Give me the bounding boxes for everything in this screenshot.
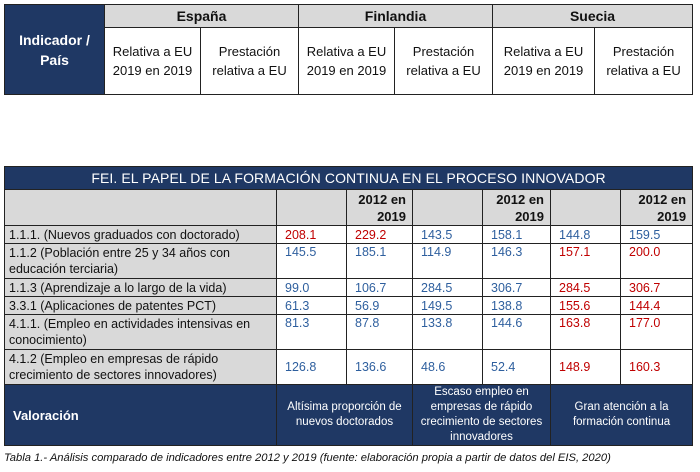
subheader-relativa-sweden: Relativa a EU 2019 en 2019: [492, 27, 596, 95]
table-caption: Tabla 1.- Análisis comparado de indicado…: [4, 452, 611, 464]
country-spain-header: España: [104, 4, 299, 28]
value-cell: 160.3: [619, 349, 694, 385]
row-label: 3.3.1 (Aplicaciones de patentes PCT): [4, 296, 277, 315]
value-cell: 200.0: [619, 243, 694, 279]
year-header-sweden: 2012 en 2019: [619, 189, 694, 226]
value-cell: 144.6: [482, 314, 551, 350]
value-cell: 133.8: [412, 314, 483, 350]
value-cell: 48.6: [412, 349, 483, 385]
value-cell: 87.8: [346, 314, 413, 350]
table-row: 4.1.1. (Empleo en actividades intensivas…: [4, 314, 694, 350]
value-cell: 114.9: [412, 243, 483, 279]
value-cell: 146.3: [482, 243, 551, 279]
subheader-prestacion-finland: Prestación relativa a EU: [393, 27, 494, 95]
value-cell: 155.6: [550, 296, 621, 315]
value-cell: 61.3: [276, 296, 347, 315]
value-cell: 159.5: [619, 225, 694, 244]
value-cell: 163.8: [550, 314, 621, 350]
valoracion-finland: Escaso empleo en empresas de rápido crec…: [412, 384, 551, 446]
year-header-finland: 2012 en 2019: [482, 189, 551, 226]
value-cell: 148.9: [550, 349, 621, 385]
value-cell: 208.1: [276, 225, 347, 244]
subheader-prestacion-sweden: Prestación relativa a EU: [594, 27, 694, 95]
value-cell: 145.5: [276, 243, 347, 279]
row-label: 4.1.2 (Empleo en empresas de rápido crec…: [4, 349, 277, 385]
value-cell: 149.5: [412, 296, 483, 315]
value-cell: 177.0: [619, 314, 694, 350]
value-cell: 99.0: [276, 278, 347, 297]
value-cell: 56.9: [346, 296, 413, 315]
year-header-empty: [550, 189, 621, 226]
value-cell: 81.3: [276, 314, 347, 350]
subheader-relativa-spain: Relativa a EU 2019 en 2019: [104, 27, 201, 95]
row-label: 1.1.3 (Aprendizaje a lo largo de la vida…: [4, 278, 277, 297]
value-cell: 138.8: [482, 296, 551, 315]
table-row: 1.1.1. (Nuevos graduados con doctorado) …: [4, 225, 694, 244]
value-cell: 144.8: [550, 225, 621, 244]
valoracion-row: Valoración Altísima proporción de nuevos…: [4, 384, 694, 446]
valoracion-sweden: Gran atención a la formación continua: [549, 384, 694, 446]
table-row: 1.1.3 (Aprendizaje a lo largo de la vida…: [4, 278, 694, 297]
table-row: 1.1.2 (Población entre 25 y 34 años con …: [4, 243, 694, 279]
value-cell: 143.5: [412, 225, 483, 244]
value-cell: 52.4: [482, 349, 551, 385]
value-cell: 284.5: [412, 278, 483, 297]
year-header-empty: [4, 189, 277, 226]
year-header-empty: [412, 189, 483, 226]
year-header-empty: [276, 189, 347, 226]
value-cell: 306.7: [619, 278, 694, 297]
row-label: 1.1.2 (Población entre 25 y 34 años con …: [4, 243, 277, 279]
value-cell: 284.5: [550, 278, 621, 297]
valoracion-spain: Altísima proporción de nuevos doctorados: [276, 384, 413, 446]
value-cell: 144.4: [619, 296, 694, 315]
table-row: 4.1.2 (Empleo en empresas de rápido crec…: [4, 349, 694, 385]
row-label: 1.1.1. (Nuevos graduados con doctorado): [4, 225, 277, 244]
country-finland-header: Finlandia: [297, 4, 494, 28]
table-title: FEI. EL PAPEL DE LA FORMACIÓN CONTINUA E…: [3, 166, 694, 190]
valoracion-label: Valoración: [4, 384, 277, 446]
value-cell: 185.1: [346, 243, 413, 279]
subheader-relativa-finland: Relativa a EU 2019 en 2019: [298, 27, 395, 95]
value-cell: 229.2: [346, 225, 413, 244]
value-cell: 126.8: [276, 349, 347, 385]
value-cell: 158.1: [482, 225, 551, 244]
row-label: 4.1.1. (Empleo en actividades intensivas…: [4, 314, 277, 350]
indicator-data-table: FEI. EL PAPEL DE LA FORMACIÓN CONTINUA E…: [3, 166, 694, 446]
value-cell: 157.1: [550, 243, 621, 279]
country-sweden-header: Suecia: [492, 4, 694, 28]
subheader-prestacion-spain: Prestación relativa a EU: [200, 27, 299, 95]
value-cell: 136.6: [346, 349, 413, 385]
table-row: 3.3.1 (Aplicaciones de patentes PCT) 61.…: [4, 296, 694, 315]
year-header-spain: 2012 en 2019: [346, 189, 413, 226]
value-cell: 306.7: [482, 278, 551, 297]
indicator-country-header: Indicador / País: [4, 4, 105, 95]
country-header-table: Indicador / País España Finlandia Suecia…: [4, 4, 694, 95]
value-cell: 106.7: [346, 278, 413, 297]
